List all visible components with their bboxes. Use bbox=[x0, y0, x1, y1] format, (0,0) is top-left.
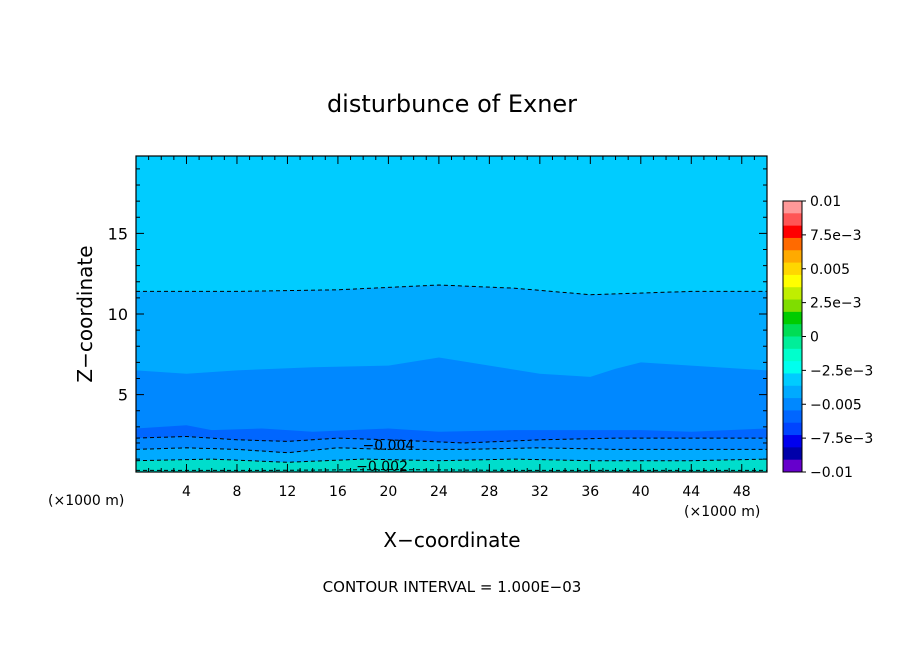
colorbar-label-5: −2.5e−3 bbox=[810, 363, 873, 379]
colorbar-swatch-1 bbox=[783, 213, 802, 227]
x-tick-label-24: 24 bbox=[430, 484, 448, 500]
colorbar-swatch-19 bbox=[783, 435, 802, 448]
x-tick-label-36: 36 bbox=[581, 484, 599, 500]
y-axis-ticks: 5 10 15 bbox=[108, 168, 767, 460]
x-unit-left: (×1000 m) bbox=[48, 493, 124, 509]
colorbar-swatch-17 bbox=[783, 410, 802, 424]
colorbar-swatch-15 bbox=[783, 385, 802, 399]
colorbar-label-3: 2.5e−3 bbox=[810, 296, 862, 312]
colorbar-swatch-8 bbox=[783, 299, 802, 313]
contour-labels: −0.004 −0.002 bbox=[356, 438, 414, 475]
x-tick-label-32: 32 bbox=[531, 484, 549, 500]
colorbar-swatch-10 bbox=[783, 324, 802, 337]
y-axis-label: Z−coordinate bbox=[73, 245, 97, 382]
x-tick-label-48: 48 bbox=[733, 484, 751, 500]
colorbar-swatch-2 bbox=[783, 225, 802, 239]
contour-interval-note: CONTOUR INTERVAL = 1.000E−03 bbox=[323, 578, 582, 596]
x-tick-label-8: 8 bbox=[232, 484, 241, 500]
colorbar-swatch-9 bbox=[783, 311, 802, 325]
colorbar-swatch-3 bbox=[783, 237, 802, 251]
contour-fill-bands bbox=[136, 156, 767, 472]
colorbar-label-6: −0.005 bbox=[810, 397, 862, 413]
colorbar-label-7: −7.5e−3 bbox=[810, 431, 873, 447]
colorbar-label-2: 0.005 bbox=[810, 262, 850, 278]
colorbar-label-0: 0.01 bbox=[810, 194, 841, 210]
colorbar-swatch-0 bbox=[783, 201, 802, 214]
colorbar-swatch-21 bbox=[783, 459, 802, 473]
colorbar-label-1: 7.5e−3 bbox=[810, 228, 862, 244]
y-tick-label-10: 10 bbox=[108, 305, 128, 324]
x-tick-label-28: 28 bbox=[480, 484, 498, 500]
colorbar-swatch-16 bbox=[783, 398, 802, 411]
colorbar-swatch-12 bbox=[783, 348, 802, 362]
colorbar-swatch-11 bbox=[783, 336, 802, 350]
colorbar: 0.01 7.5e−3 0.005 2.5e−3 0 −2.5e−3 −0.005 −7.5e… bbox=[782, 194, 873, 481]
colorbar-swatch-6 bbox=[783, 274, 802, 288]
x-axis-ticks: 4 8 12 16 20 24 28 32 36 40 44 48 bbox=[148, 156, 755, 500]
contour-line-3 bbox=[136, 458, 767, 463]
contour-line-2 bbox=[136, 447, 767, 454]
colorbar-swatch-4 bbox=[783, 250, 802, 264]
x-tick-label-20: 20 bbox=[379, 484, 397, 500]
colorbar-swatch-14 bbox=[783, 373, 802, 387]
x-tick-label-16: 16 bbox=[329, 484, 347, 500]
colorbar-swatch-13 bbox=[783, 361, 802, 374]
x-tick-label-12: 12 bbox=[279, 484, 297, 500]
y-tick-label-5: 5 bbox=[118, 386, 128, 405]
chart-title: disturbunce of Exner bbox=[327, 90, 577, 118]
colorbar-swatch-7 bbox=[783, 287, 802, 301]
colorbar-swatch-5 bbox=[783, 262, 802, 276]
x-axis-label: X−coordinate bbox=[383, 528, 520, 552]
colorbar-swatch-20 bbox=[783, 447, 802, 461]
x-tick-label-44: 44 bbox=[682, 484, 700, 500]
colorbar-swatch-18 bbox=[783, 422, 802, 436]
x-tick-label-40: 40 bbox=[632, 484, 650, 500]
x-unit-right: (×1000 m) bbox=[684, 504, 760, 520]
contour-label-0: −0.004 bbox=[362, 438, 414, 454]
x-tick-label-4: 4 bbox=[182, 484, 191, 500]
contour-label-1: −0.002 bbox=[356, 459, 408, 475]
y-tick-label-15: 15 bbox=[108, 224, 128, 243]
colorbar-label-4: 0 bbox=[810, 330, 819, 346]
contour-line-1 bbox=[136, 435, 767, 444]
colorbar-label-8: −0.01 bbox=[810, 465, 853, 481]
